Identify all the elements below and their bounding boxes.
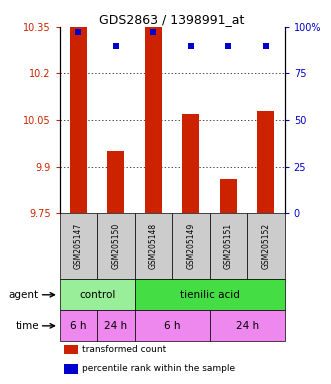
Point <box>226 43 231 49</box>
Text: 6 h: 6 h <box>70 321 87 331</box>
Point <box>151 30 156 36</box>
Bar <box>135 213 172 279</box>
Text: 6 h: 6 h <box>164 321 180 331</box>
Text: agent: agent <box>9 290 39 300</box>
Text: percentile rank within the sample: percentile rank within the sample <box>82 364 235 373</box>
Text: time: time <box>15 321 39 331</box>
Point <box>188 43 194 49</box>
Bar <box>172 213 210 279</box>
Bar <box>60 279 135 310</box>
Text: GSM205149: GSM205149 <box>186 223 195 269</box>
Bar <box>60 310 97 341</box>
Bar <box>64 344 77 354</box>
Bar <box>145 27 162 213</box>
Bar <box>60 213 97 279</box>
Bar <box>64 364 77 374</box>
Bar <box>97 310 135 341</box>
Bar <box>247 213 285 279</box>
Text: transformed count: transformed count <box>82 345 166 354</box>
Text: 24 h: 24 h <box>236 321 259 331</box>
Title: GDS2863 / 1398991_at: GDS2863 / 1398991_at <box>99 13 245 26</box>
Point <box>76 30 81 36</box>
Text: control: control <box>79 290 115 300</box>
Text: tienilic acid: tienilic acid <box>180 290 240 300</box>
Bar <box>210 213 247 279</box>
Text: GSM205150: GSM205150 <box>111 223 120 269</box>
Text: GSM205152: GSM205152 <box>261 223 270 269</box>
Bar <box>70 27 87 213</box>
Point <box>113 43 118 49</box>
Bar <box>220 179 237 213</box>
Text: GSM205148: GSM205148 <box>149 223 158 269</box>
Bar <box>210 310 285 341</box>
Text: 24 h: 24 h <box>104 321 127 331</box>
Bar <box>135 279 285 310</box>
Bar <box>107 151 124 213</box>
Bar <box>97 213 135 279</box>
Text: GSM205151: GSM205151 <box>224 223 233 269</box>
Bar <box>182 114 199 213</box>
Bar <box>258 111 274 213</box>
Text: GSM205147: GSM205147 <box>74 223 83 269</box>
Bar <box>135 310 210 341</box>
Point <box>263 43 268 49</box>
